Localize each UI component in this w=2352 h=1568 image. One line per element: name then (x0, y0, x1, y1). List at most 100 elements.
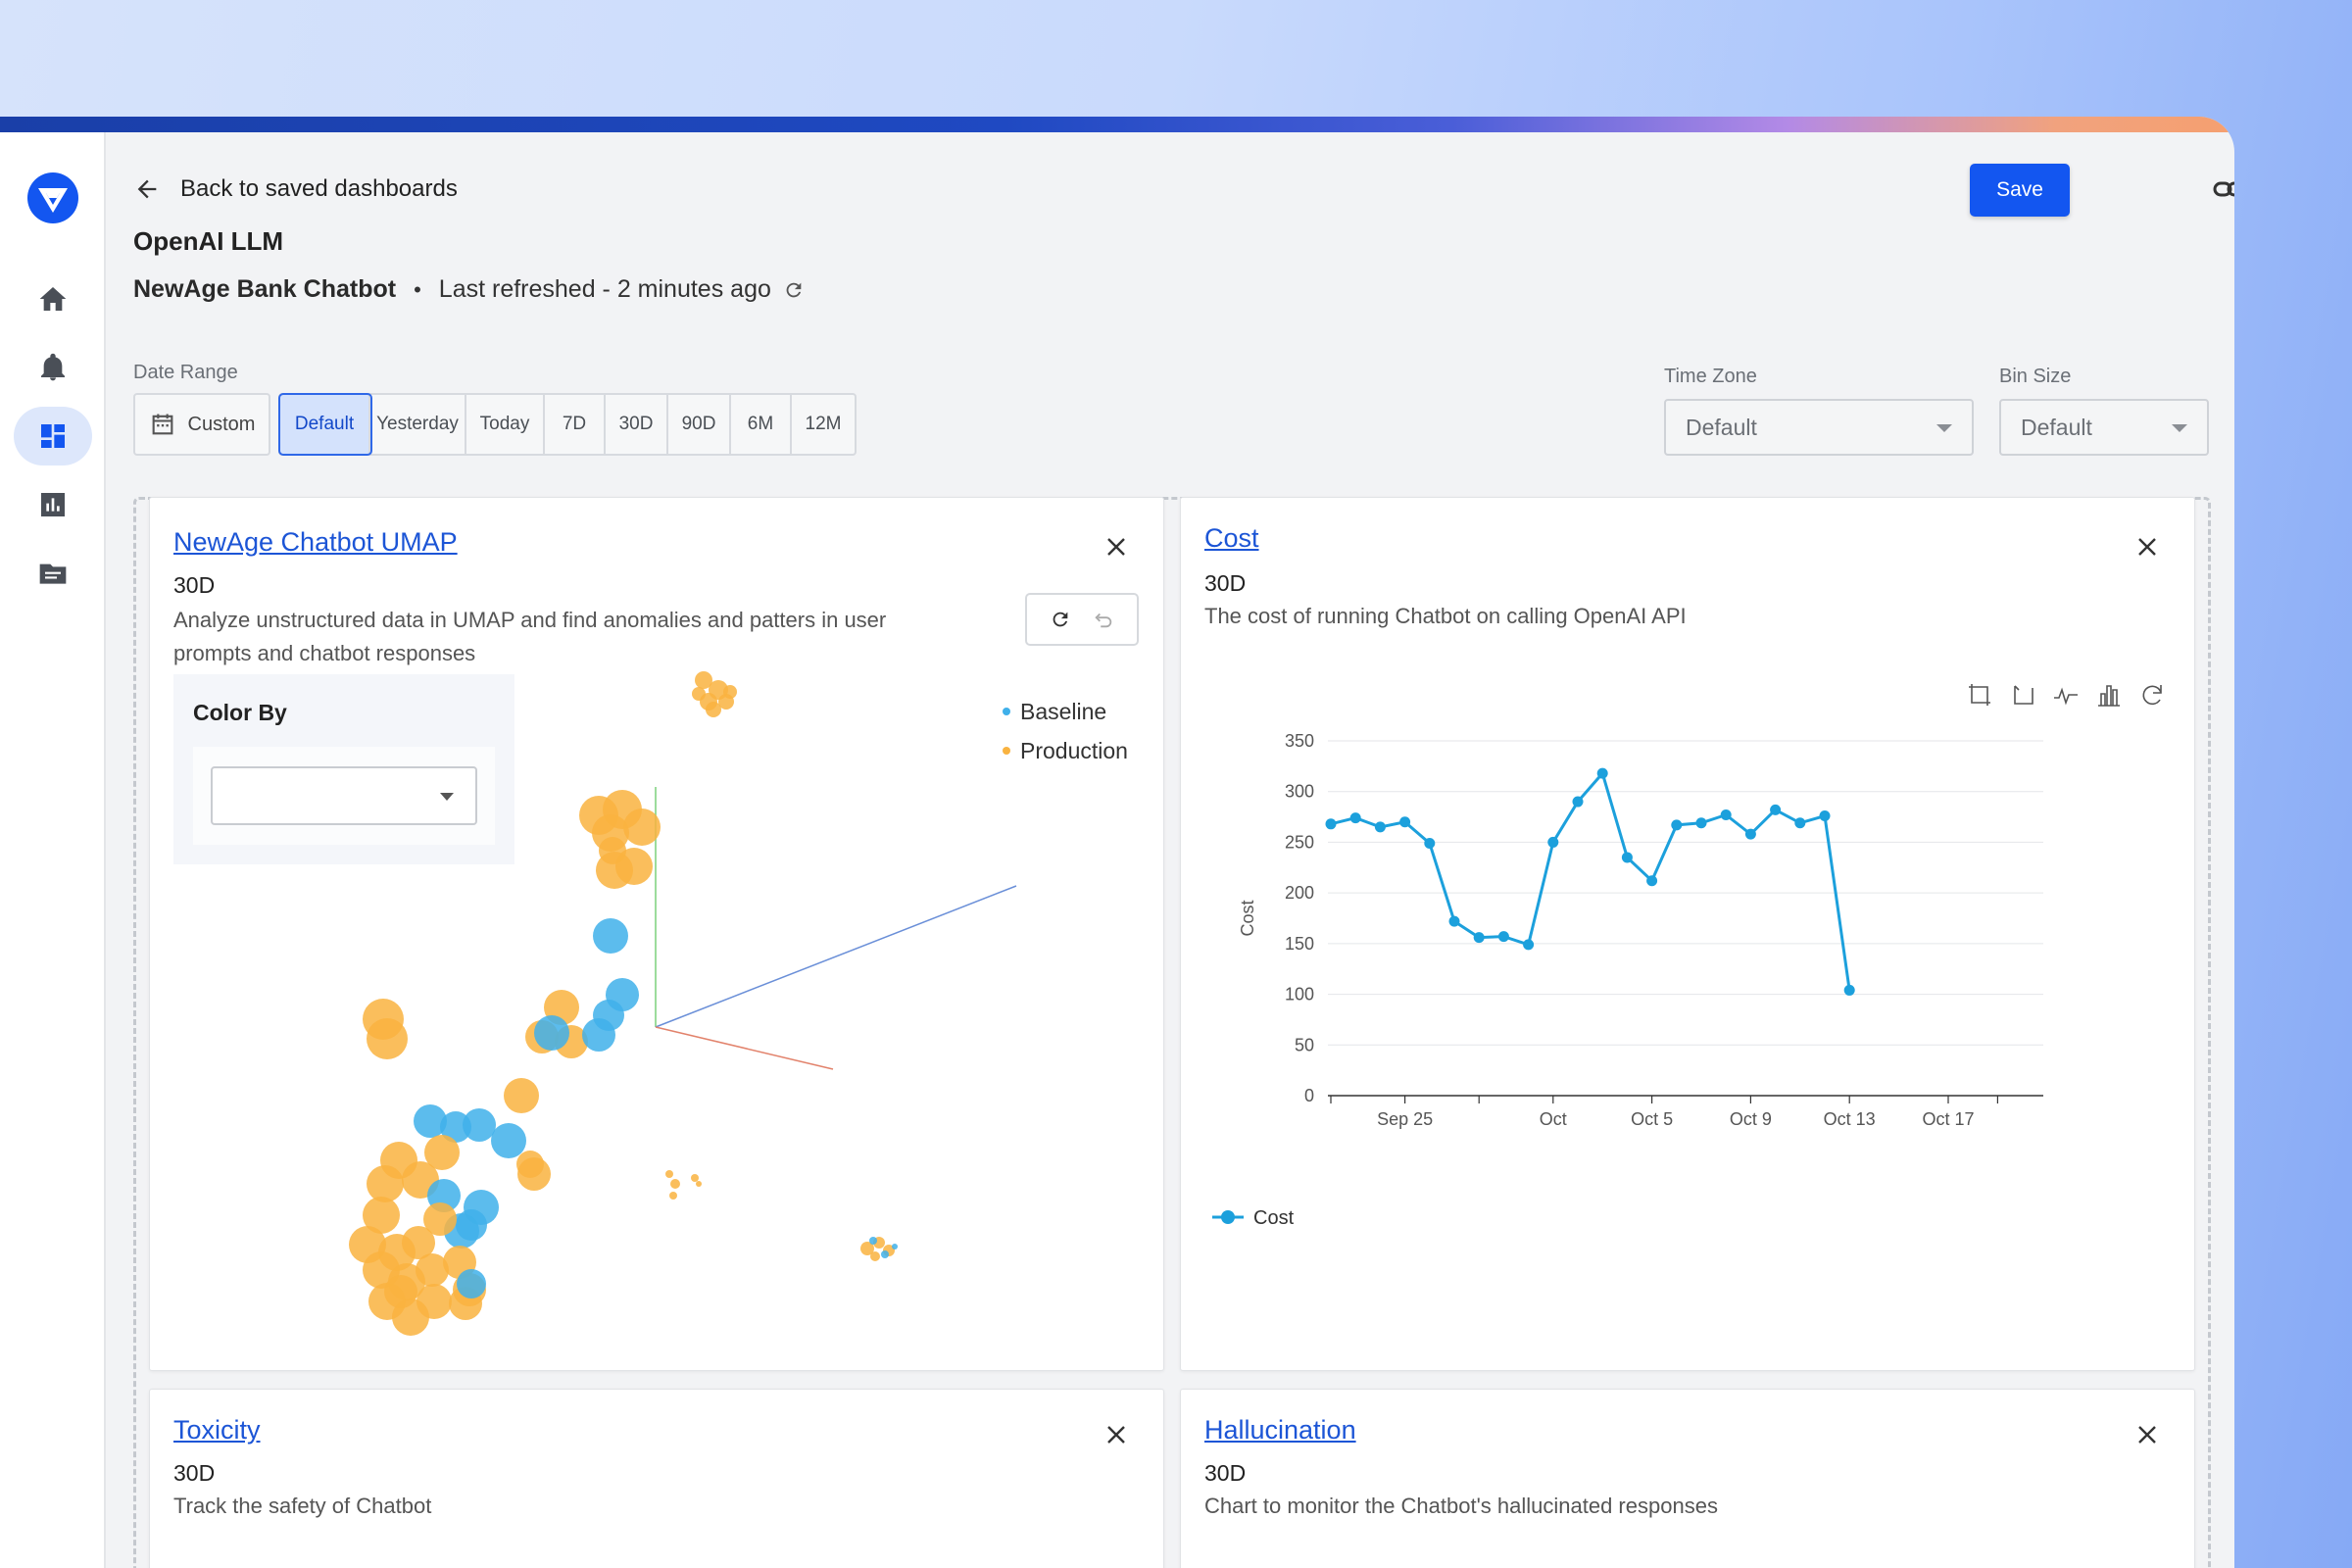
data-point (1572, 796, 1584, 808)
undo-icon[interactable] (1093, 609, 1114, 630)
sidebar-item-home[interactable] (14, 270, 92, 328)
bin-size-value: Default (2021, 414, 2092, 440)
link-icon[interactable] (2213, 177, 2234, 203)
cost-card-title[interactable]: Cost (1204, 523, 1259, 553)
umap-card-title[interactable]: NewAge Chatbot UMAP (173, 527, 458, 557)
close-icon[interactable] (1104, 535, 1128, 559)
data-point (1399, 816, 1411, 828)
toxicity-card-description: Track the safety of Chatbot (173, 1494, 432, 1518)
range-button-group: Default Yesterday Today 7D 30D 90D 6M 12… (278, 393, 857, 456)
bell-icon (41, 353, 65, 381)
y-tick-label: 100 (1285, 985, 1314, 1004)
hallucination-card-range: 30D (1204, 1460, 1247, 1486)
umap-desc-line-2: prompts and chatbot responses (173, 641, 476, 665)
legend-marker-cost (1221, 1210, 1235, 1224)
sidebar-item-files[interactable] (14, 544, 92, 603)
dashboard-canvas (133, 497, 2211, 1568)
y-tick-label: 250 (1285, 832, 1314, 852)
data-point (1596, 767, 1608, 779)
data-point (1349, 812, 1361, 824)
range-option-yesterday[interactable]: Yesterday (370, 395, 466, 454)
bin-size-label: Bin Size (1999, 366, 2072, 387)
model-name: NewAge Bank Chatbot (133, 275, 397, 303)
y-tick-label: 50 (1295, 1035, 1314, 1054)
line-chart-icon[interactable] (2051, 680, 2081, 710)
x-tick-label: Oct 13 (1824, 1109, 1876, 1129)
data-point (1547, 836, 1559, 848)
y-tick-label: 150 (1285, 934, 1314, 954)
close-icon[interactable] (2135, 535, 2159, 559)
legend-swatch-baseline (1003, 708, 1010, 715)
range-option-30d[interactable]: 30D (606, 395, 668, 454)
x-tick-label: Oct (1540, 1109, 1567, 1129)
color-by-container (193, 747, 495, 845)
data-point (1523, 939, 1535, 951)
bin-size-select[interactable]: Default (1999, 399, 2209, 456)
range-option-12m[interactable]: 12M (805, 414, 842, 434)
sidebar (0, 132, 106, 1568)
y-tick-label: 300 (1285, 782, 1314, 802)
save-button[interactable]: Save (1970, 164, 2070, 217)
close-icon[interactable] (1104, 1423, 1128, 1446)
cost-card-description: The cost of running Chatbot on calling O… (1204, 604, 1687, 628)
data-point (1325, 818, 1337, 830)
umap-plot[interactable] (150, 498, 1165, 1372)
color-by-select[interactable] (211, 766, 477, 825)
umap-legend: Baseline Production (1003, 692, 1128, 770)
time-zone-value: Default (1686, 414, 1757, 440)
legend-item-production[interactable]: Production (1003, 731, 1128, 770)
umap-toolbar (1025, 593, 1139, 646)
umap-desc-line-1: Analyze unstructured data in UMAP and fi… (173, 608, 887, 632)
color-by-panel: Color By (173, 674, 514, 864)
data-point (1374, 821, 1386, 833)
legend-label-cost: Cost (1253, 1207, 1295, 1229)
data-point (1770, 804, 1782, 815)
hallucination-card-title[interactable]: Hallucination (1204, 1415, 1356, 1445)
custom-range-button[interactable]: Custom (133, 393, 270, 456)
restore-icon[interactable] (2137, 680, 2167, 710)
chevron-down-icon (440, 793, 454, 801)
back-link[interactable]: Back to saved dashboards (133, 175, 458, 203)
data-point (1671, 819, 1683, 831)
bar-chart-icon (41, 493, 65, 516)
x-tick-label: Oct 9 (1730, 1109, 1772, 1129)
umap-card-description: Analyze unstructured data in UMAP and fi… (173, 604, 886, 670)
app-logo-icon[interactable] (26, 172, 79, 224)
range-option-7d[interactable]: 7D (545, 395, 606, 454)
data-point (1843, 984, 1855, 996)
model-subtitle: NewAge Bank Chatbot • Last refreshed - 2… (133, 275, 805, 304)
toxicity-card-title[interactable]: Toxicity (173, 1415, 261, 1445)
chevron-down-icon (1936, 424, 1952, 432)
data-point (1720, 809, 1732, 821)
range-option-90d[interactable]: 90D (668, 395, 731, 454)
sidebar-item-dashboards[interactable] (14, 407, 92, 466)
sidebar-item-reports[interactable] (14, 475, 92, 534)
umap-points (349, 671, 898, 1336)
cost-line-chart[interactable]: 0 50 100 150 200 250 300 350 Cost Sep 25 Oct Oct 5 O… (1181, 498, 2196, 1372)
y-tick-label: 200 (1285, 883, 1314, 903)
cost-card-range: 30D (1204, 570, 1247, 596)
data-point (1819, 810, 1831, 822)
data-point (1646, 875, 1658, 887)
toxicity-card-range: 30D (173, 1460, 216, 1486)
refresh-icon[interactable] (783, 279, 805, 301)
range-option-today[interactable]: Today (466, 395, 545, 454)
back-label: Back to saved dashboards (180, 175, 458, 202)
legend-item-baseline[interactable]: Baseline (1003, 692, 1128, 731)
date-range-label: Date Range (133, 362, 238, 383)
sidebar-item-alerts[interactable] (14, 338, 92, 397)
range-option-6m[interactable]: 6M (731, 395, 792, 454)
accent-bar (0, 117, 2234, 132)
data-point (1621, 852, 1633, 863)
zoom-reset-icon[interactable] (2008, 680, 2037, 710)
legend-label-baseline: Baseline (1020, 698, 1107, 724)
bar-chart-icon[interactable] (2094, 680, 2124, 710)
close-icon[interactable] (2135, 1423, 2159, 1446)
color-by-label: Color By (193, 700, 287, 725)
toxicity-card: Toxicity 30D Track the safety of Chatbot (149, 1389, 1164, 1568)
zoom-select-icon[interactable] (1965, 680, 1994, 710)
refresh-icon[interactable] (1050, 609, 1071, 630)
y-axis-label: Cost (1238, 900, 1257, 936)
time-zone-select[interactable]: Default (1664, 399, 1974, 456)
range-option-default[interactable]: Default (278, 393, 372, 456)
